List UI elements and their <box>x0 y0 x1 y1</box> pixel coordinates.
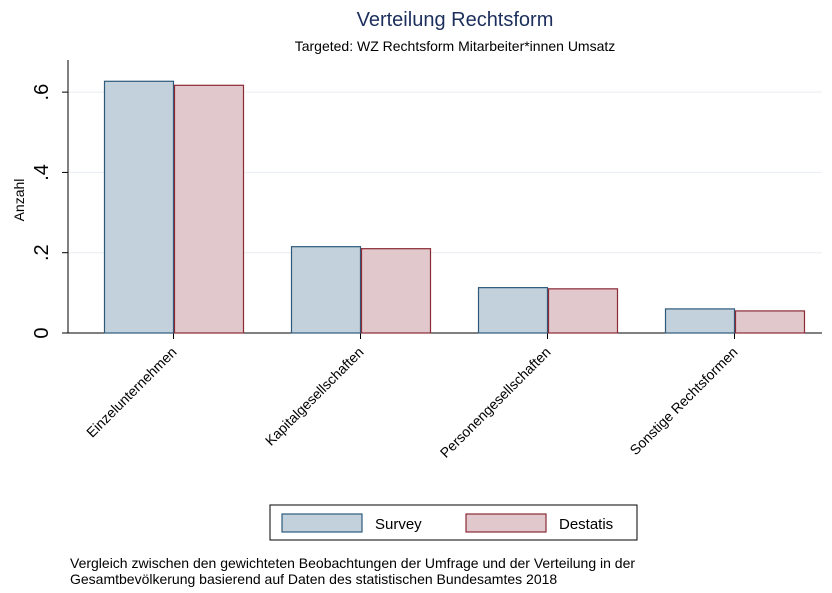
note: Vergleich zwischen den gewichteten Beoba… <box>70 555 635 571</box>
y-tick-label: 0 <box>31 327 53 338</box>
chart-title: Verteilung Rechtsform <box>357 9 554 31</box>
bar <box>547 288 619 334</box>
note: Gesamtbevölkerung basierend auf Daten de… <box>70 571 557 587</box>
y-axis-title: Anzahl <box>11 179 27 222</box>
y-tick-label: .2 <box>31 244 53 261</box>
bar <box>173 84 245 334</box>
y-tick-label: .6 <box>31 84 53 101</box>
bar <box>734 310 806 334</box>
bar <box>290 246 362 334</box>
legend-label: Survey <box>375 516 422 533</box>
y-tick-label: .4 <box>31 164 53 181</box>
chart-subtitle: Targeted: WZ Rechtsform Mitarbeiter*inne… <box>295 38 616 54</box>
legend-swatch <box>281 513 363 533</box>
legend-swatch <box>465 513 547 533</box>
bar <box>664 308 736 334</box>
bar <box>103 80 175 334</box>
bar <box>477 287 549 334</box>
bar <box>360 248 432 334</box>
legend-label: Destatis <box>559 516 613 533</box>
